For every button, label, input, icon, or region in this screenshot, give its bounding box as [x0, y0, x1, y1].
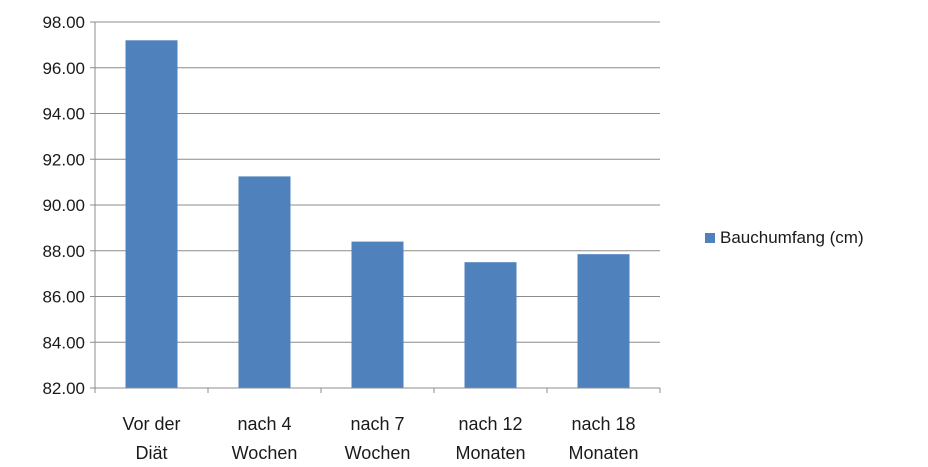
legend: Bauchumfang (cm): [705, 228, 864, 247]
x-tick-label-line: nach 7: [350, 414, 404, 434]
y-tick-label: 96.00: [42, 59, 85, 78]
y-tick-label: 84.00: [42, 333, 85, 352]
axes: [90, 21, 661, 393]
x-tick-label-line: Wochen: [345, 443, 411, 463]
y-tick-labels: 82.00 84.00 86.00 88.00 90.00 92.00 94.00 96.00…: [42, 13, 85, 398]
bar: [351, 241, 404, 388]
bars: [125, 40, 630, 389]
legend-label: Bauchumfang (cm): [720, 228, 864, 247]
y-tick-label: 88.00: [42, 242, 85, 261]
y-tick-label: 92.00: [42, 150, 85, 169]
y-tick-label: 94.00: [42, 105, 85, 124]
x-tick-label-line: Diät: [135, 443, 167, 463]
bar: [125, 40, 178, 389]
y-tick-label: 82.00: [42, 379, 85, 398]
x-tick-label-line: Vor der: [122, 414, 180, 434]
bar: [577, 254, 630, 388]
x-tick-label: nach 18 Monaten: [568, 414, 638, 463]
legend-swatch: [705, 233, 715, 243]
x-tick-label-line: nach 4: [237, 414, 291, 434]
x-tick-label-line: nach 12: [458, 414, 522, 434]
bar: [238, 176, 291, 388]
bar: [464, 262, 517, 388]
x-tick-label-line: Wochen: [232, 443, 298, 463]
x-tick-label: nach 4 Wochen: [232, 414, 298, 463]
y-tick-label: 98.00: [42, 13, 85, 32]
x-tick-label-line: Monaten: [568, 443, 638, 463]
y-tick-label: 86.00: [42, 288, 85, 307]
x-tick-label: Vor der Diät: [122, 414, 180, 463]
x-tick-label-line: Monaten: [455, 443, 525, 463]
x-tick-label: nach 12 Monaten: [455, 414, 525, 463]
x-tick-label: nach 7 Wochen: [345, 414, 411, 463]
y-tick-label: 90.00: [42, 196, 85, 215]
x-tick-label-line: nach 18: [571, 414, 635, 434]
